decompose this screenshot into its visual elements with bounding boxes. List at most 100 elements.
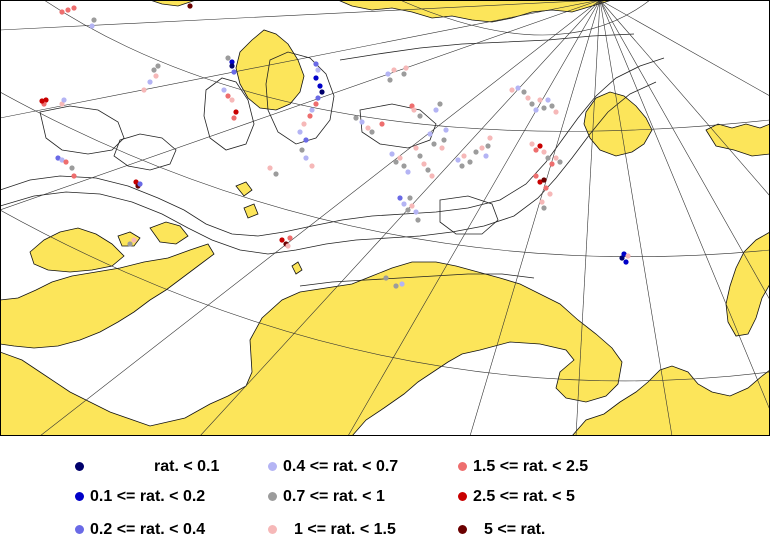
observation-dot xyxy=(549,161,555,167)
observation-dot xyxy=(401,201,407,207)
observation-dot xyxy=(133,179,139,185)
land-greenland xyxy=(0,243,215,349)
observation-dot xyxy=(297,129,303,135)
observation-dot xyxy=(59,157,65,163)
observation-dot xyxy=(533,107,539,113)
land-arctic-isle-1 xyxy=(149,221,189,245)
contour-line-6 xyxy=(339,33,635,61)
observation-dot xyxy=(529,141,535,147)
observation-dot xyxy=(273,171,279,177)
observation-dot xyxy=(529,101,535,107)
observation-dot xyxy=(533,147,539,153)
observation-dot xyxy=(313,75,319,81)
observation-dot xyxy=(421,161,427,167)
legend-label-6: 1.5 <= rat. < 2.5 xyxy=(473,458,589,475)
observation-dot xyxy=(545,155,551,161)
observation-dot xyxy=(533,173,539,179)
observation-dot xyxy=(399,281,405,287)
observation-dot xyxy=(621,251,627,257)
meridian-8 xyxy=(599,0,673,436)
observation-dot xyxy=(541,177,547,183)
legend-dot-8 xyxy=(458,525,467,534)
contour-line-8 xyxy=(39,105,125,155)
observation-dot xyxy=(433,107,439,113)
observation-dot xyxy=(485,143,491,149)
observation-dot xyxy=(553,155,559,161)
legend-label-5: 1 <= rat. < 1.5 xyxy=(294,521,396,538)
land-isle-a xyxy=(235,181,253,197)
observation-dot xyxy=(467,159,473,165)
parallel-1 xyxy=(43,0,770,132)
observation-dot xyxy=(231,115,237,121)
observation-dot xyxy=(393,159,399,165)
observation-dot xyxy=(313,101,319,107)
observation-dot xyxy=(397,155,403,161)
graticule-layer xyxy=(0,0,770,436)
contour-line-10 xyxy=(439,195,499,235)
meridian-5 xyxy=(347,0,601,436)
observation-dot xyxy=(487,135,493,141)
observation-dot xyxy=(391,67,397,73)
observation-dot xyxy=(131,237,137,243)
observation-dot xyxy=(557,159,563,165)
observation-dot xyxy=(299,147,305,153)
meridian-6 xyxy=(469,0,601,436)
legend-dot-2 xyxy=(75,525,84,534)
observation-dot xyxy=(59,9,65,15)
meridian-3 xyxy=(39,0,601,436)
observation-dot xyxy=(319,89,325,95)
observation-dot xyxy=(309,163,315,169)
observation-dot xyxy=(387,77,393,83)
legend-label-3: 0.4 <= rat. < 0.7 xyxy=(283,458,399,475)
observation-dot xyxy=(151,67,157,73)
land-top-strip xyxy=(337,0,613,23)
parallel-4 xyxy=(399,0,651,36)
observation-dot xyxy=(619,255,625,261)
contour-line-3 xyxy=(113,133,177,171)
map-panel xyxy=(0,0,770,436)
observation-dot xyxy=(537,143,543,149)
contour-line-5 xyxy=(265,51,335,145)
observation-dot xyxy=(479,145,485,151)
observation-dot xyxy=(625,253,631,259)
observation-dot xyxy=(541,205,547,211)
observation-dot xyxy=(225,93,231,99)
observation-dot xyxy=(521,89,527,95)
legend-label-4: 0.7 <= rat. < 1 xyxy=(283,488,385,505)
observation-dot xyxy=(315,67,321,73)
observation-dot xyxy=(89,23,95,29)
observation-dot xyxy=(539,199,545,205)
observation-dot xyxy=(389,151,395,157)
observation-dot xyxy=(405,169,411,175)
observation-dot xyxy=(55,155,61,161)
land-top-left xyxy=(149,0,197,7)
observation-dot xyxy=(317,83,323,89)
observation-dot xyxy=(379,121,385,127)
observation-dot xyxy=(415,217,421,223)
observation-dot xyxy=(309,107,315,113)
land-isle-c xyxy=(291,261,303,275)
parallel-2 xyxy=(0,91,770,258)
observation-dot xyxy=(431,141,437,147)
observation-dot xyxy=(233,109,239,115)
observation-dot xyxy=(225,55,231,61)
contour-line-1 xyxy=(0,57,665,237)
legend-label-2: 0.2 <= rat. < 0.4 xyxy=(90,521,206,538)
land-novaya-zemlya xyxy=(725,231,770,337)
observation-dot xyxy=(417,153,423,159)
observation-dot xyxy=(69,165,75,171)
meridian-11 xyxy=(599,0,770,197)
observation-dot xyxy=(401,163,407,169)
observation-dot xyxy=(71,5,77,11)
observation-dot xyxy=(459,163,465,169)
observation-dot xyxy=(279,237,285,243)
observation-dot xyxy=(397,195,403,201)
observation-dot xyxy=(413,145,419,151)
observation-dot xyxy=(461,153,467,159)
observation-dot xyxy=(455,157,461,163)
observation-dot xyxy=(429,173,435,179)
legend-label-7: 2.5 <= rat. < 5 xyxy=(473,488,575,505)
observation-dot xyxy=(187,3,193,9)
land-scandinavia xyxy=(0,261,623,436)
observation-dot xyxy=(231,69,237,75)
